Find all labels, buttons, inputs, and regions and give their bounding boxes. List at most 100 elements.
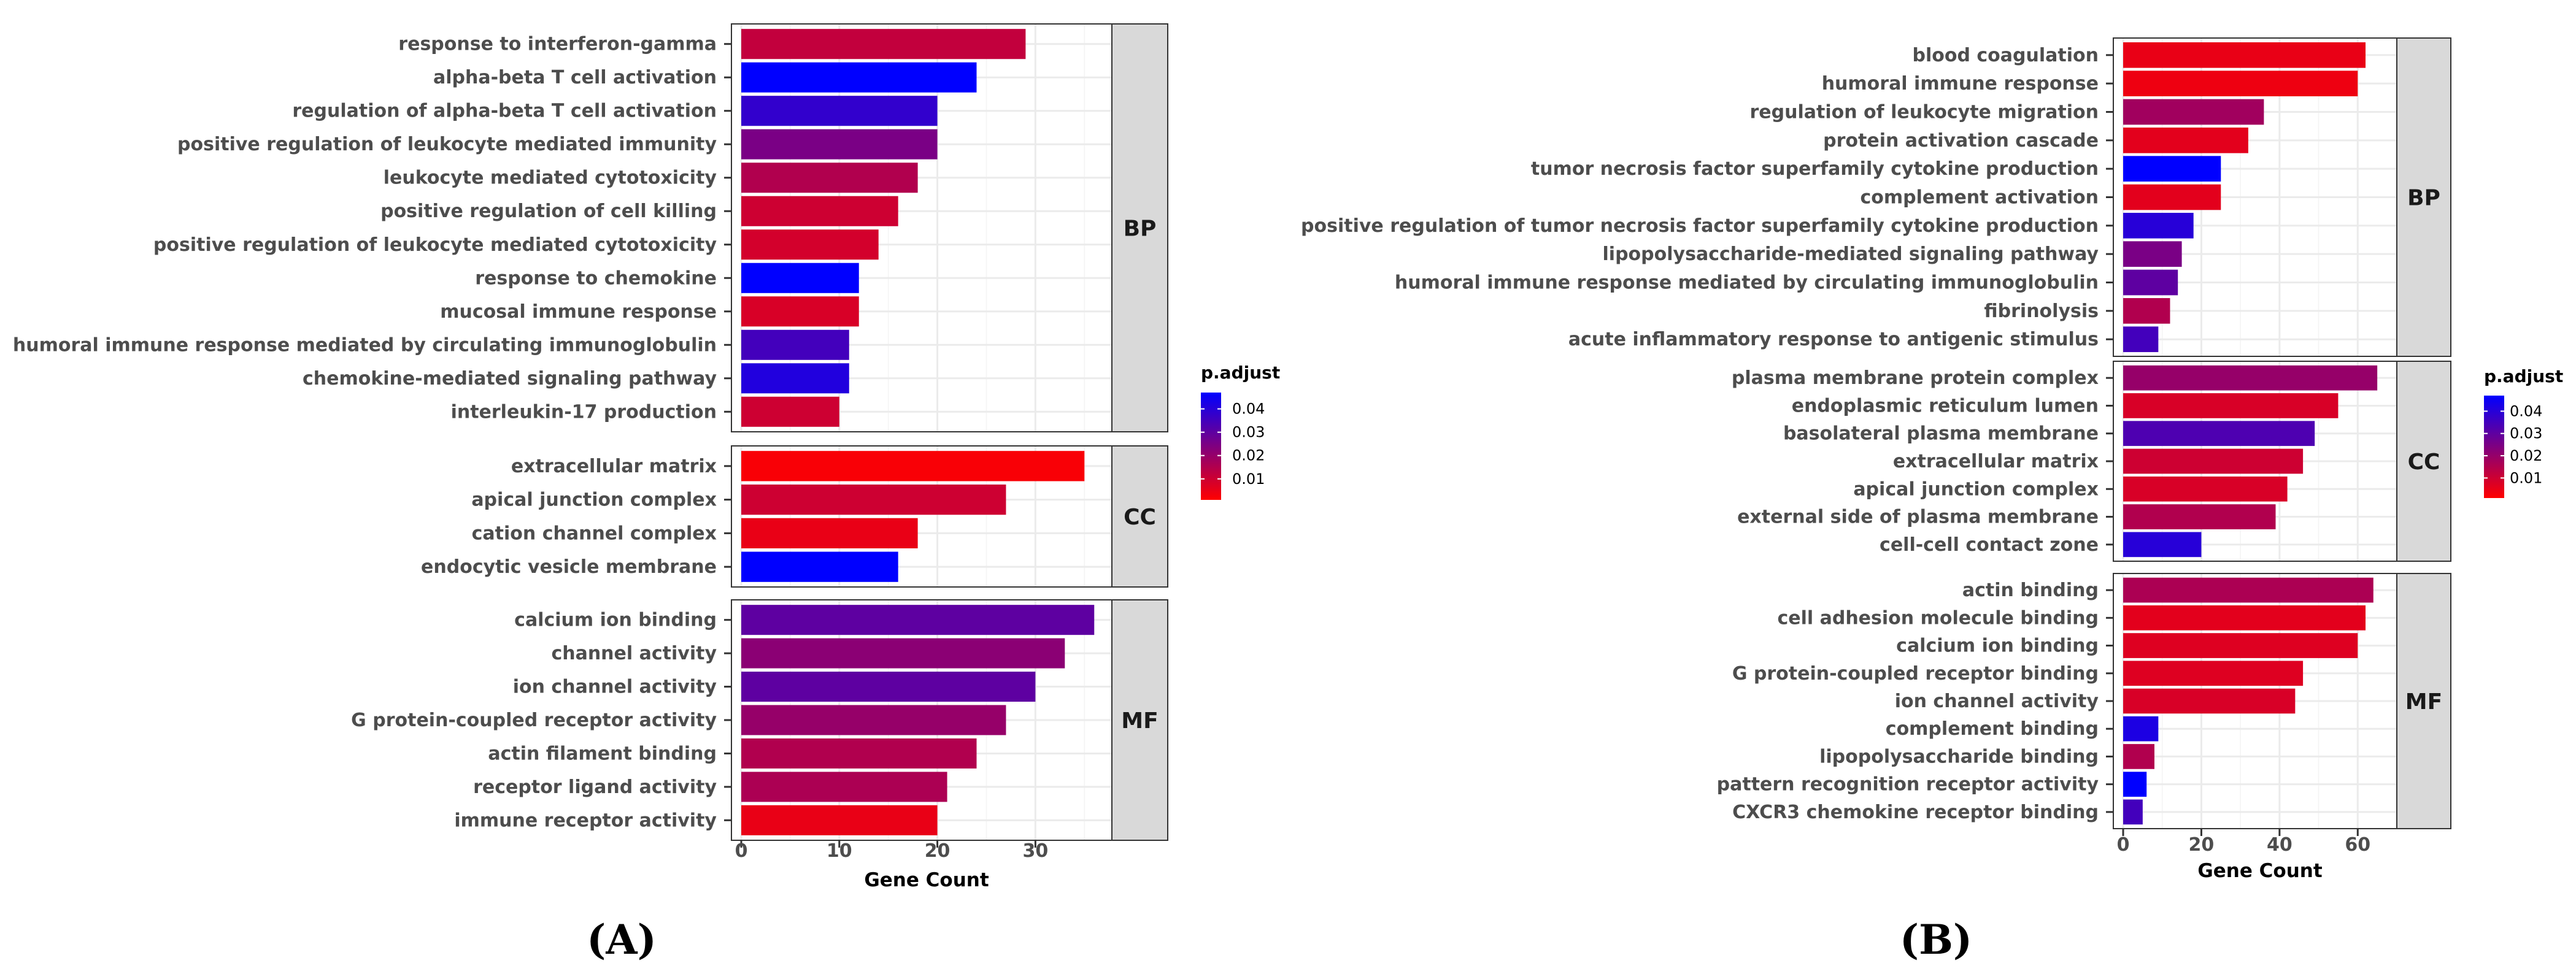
- facet-strip-label: BP: [1124, 217, 1157, 242]
- bar-positive-regulation-of-tumor-necrosis-factor-superfamily-cytokine-production: [2123, 212, 2194, 239]
- bar-response-to-chemokine: [741, 263, 859, 293]
- facet-strip: [2396, 361, 2451, 562]
- bar-positive-regulation-of-cell-killing: [741, 196, 898, 226]
- bar-apical-junction-complex: [741, 484, 1006, 515]
- facet-strip: [1111, 445, 1168, 588]
- legend-tick-label: 0.02: [2510, 447, 2542, 464]
- legend-tick-label: 0.03: [1232, 424, 1265, 441]
- bar-actin-binding: [2123, 577, 2374, 603]
- x-tick-label: 60: [2345, 834, 2370, 856]
- bar-channel-activity: [741, 638, 1065, 669]
- bar-ion-channel-activity: [741, 672, 1036, 702]
- panel-tag: (A): [587, 916, 657, 964]
- bar-blood-coagulation: [2123, 42, 2366, 68]
- bar-calcium-ion-binding: [2123, 633, 2358, 658]
- category-label: humoral immune response mediated by circ…: [1395, 272, 2099, 294]
- legend-tick-label: 0.02: [1232, 447, 1265, 464]
- bar-extracellular-matrix: [2123, 448, 2304, 474]
- category-label: blood coagulation: [1913, 45, 2099, 66]
- bar-complement-activation: [2123, 184, 2221, 210]
- bar-actin-filament-binding: [741, 738, 977, 769]
- category-label: protein activation cascade: [1823, 130, 2099, 151]
- category-label: calcium ion binding: [514, 610, 717, 631]
- facet-mf-b: actin binding cell adhesion molecule bind…: [1717, 573, 2451, 829]
- bar-external-side-of-plasma-membrane: [2123, 504, 2276, 529]
- bar-acute-inflammatory-response-to-antigenic-stimulus: [2123, 326, 2159, 353]
- facet-strip: [2396, 37, 2451, 357]
- bar-positive-regulation-of-leukocyte-mediated-cytotoxicity: [741, 229, 879, 260]
- category-label: extracellular matrix: [1893, 451, 2099, 472]
- category-label: actin binding: [1962, 580, 2099, 601]
- legend-tick-label: 0.01: [1232, 470, 1265, 488]
- bar-mucosal-immune-response: [741, 296, 859, 327]
- category-label: G protein-coupled receptor activity: [351, 710, 717, 731]
- category-label: positive regulation of leukocyte mediate…: [177, 134, 717, 155]
- category-label: endoplasmic reticulum lumen: [1792, 395, 2099, 416]
- category-label: acute inflammatory response to antigenic…: [1568, 329, 2099, 350]
- category-label: positive regulation of leukocyte mediate…: [153, 234, 717, 256]
- bar-immune-receptor-activity: [741, 805, 938, 835]
- category-label: apical junction complex: [1853, 478, 2099, 500]
- category-label: tumor necrosis factor superfamily cytoki…: [1531, 158, 2099, 180]
- category-label: response to interferon-gamma: [398, 34, 717, 55]
- category-label: regulation of alpha-beta T cell activati…: [292, 101, 717, 122]
- legend-tick-label: 0.01: [2510, 469, 2542, 486]
- facet-bp-a: response to interferon-gamma alpha-beta T…: [13, 23, 1168, 432]
- color-legend-a: p.adjust 0.04 0.03 0.02 0.01: [1201, 362, 1280, 500]
- x-tick-label: 20: [2189, 834, 2215, 856]
- bar-apical-junction-complex: [2123, 476, 2288, 502]
- bar-complement-binding: [2123, 716, 2159, 742]
- category-label: leukocyte mediated cytotoxicity: [384, 167, 717, 189]
- category-label: actin filament binding: [488, 743, 717, 764]
- category-label: interleukin-17 production: [451, 401, 717, 423]
- category-label: channel activity: [551, 643, 717, 664]
- x-tick-label: 20: [925, 840, 951, 862]
- bar-g-protein-coupled-receptor-activity: [741, 705, 1006, 735]
- bar-regulation-of-alpha-beta-t-cell-activation: [741, 96, 938, 126]
- bar-leukocyte-mediated-cytotoxicity: [741, 163, 918, 193]
- bar-ion-channel-activity: [2123, 688, 2296, 714]
- category-label: cell adhesion molecule binding: [1777, 607, 2099, 629]
- x-axis-title: Gene Count: [864, 869, 989, 891]
- category-label: lipopolysaccharide binding: [1819, 746, 2099, 767]
- x-tick-label: 10: [827, 840, 852, 862]
- facet-strip-label: CC: [1124, 505, 1156, 530]
- category-label: basolateral plasma membrane: [1783, 423, 2099, 445]
- bar-tumor-necrosis-factor-superfamily-cytokine-production: [2123, 156, 2221, 182]
- bar-alpha-beta-t-cell-activation: [741, 62, 977, 93]
- bar-humoral-immune-response-mediated-by-circulating-immunoglobulin: [741, 329, 849, 360]
- category-label: external side of plasma membrane: [1737, 507, 2099, 528]
- bar-chemokine-mediated-signaling-pathway: [741, 363, 849, 394]
- bar-response-to-interferon-gamma: [741, 29, 1026, 59]
- category-label: CXCR3 chemokine receptor binding: [1732, 802, 2099, 823]
- category-label: fibrinolysis: [1984, 301, 2099, 322]
- facet-strip: [1111, 599, 1168, 841]
- bar-humoral-immune-response-mediated-by-circulating-immunoglobulin: [2123, 269, 2178, 296]
- legend-tick-label: 0.04: [2510, 402, 2542, 420]
- category-label: receptor ligand activity: [473, 777, 717, 798]
- x-tick-label: 40: [2267, 834, 2293, 856]
- x-tick-label: 0: [735, 840, 748, 862]
- category-label: endocytic vesicle membrane: [421, 556, 717, 578]
- category-label: plasma membrane protein complex: [1732, 367, 2099, 389]
- panel-tag: (B): [1900, 916, 1972, 964]
- category-label: humoral immune response mediated by circ…: [13, 334, 717, 356]
- category-label: alpha-beta T cell activation: [433, 67, 717, 88]
- legend-tick-label: 0.03: [2510, 425, 2542, 442]
- category-label: response to chemokine: [475, 267, 717, 289]
- category-label: regulation of leukocyte migration: [1749, 101, 2099, 123]
- facet-cc-a: extracellular matrix apical junction comp…: [421, 445, 1168, 588]
- category-label: mucosal immune response: [440, 301, 717, 323]
- chart-panel-b: blood coagulation humoral immune response…: [1301, 37, 2563, 964]
- category-label: cell-cell contact zone: [1880, 534, 2099, 556]
- bar-basolateral-plasma-membrane: [2123, 421, 2315, 447]
- category-label: chemokine-mediated signaling pathway: [303, 368, 717, 389]
- bar-plasma-membrane-protein-complex: [2123, 365, 2378, 391]
- bar-lipopolysaccharide-mediated-signaling-pathway: [2123, 241, 2182, 267]
- category-label: calcium ion binding: [1896, 635, 2099, 657]
- facet-strip: [1111, 23, 1168, 432]
- category-label: positive regulation of tumor necrosis fa…: [1301, 215, 2099, 237]
- facet-strip-label: MF: [1121, 708, 1158, 734]
- bar-lipopolysaccharide-binding: [2123, 744, 2154, 769]
- bar-pattern-recognition-receptor-activity: [2123, 772, 2147, 797]
